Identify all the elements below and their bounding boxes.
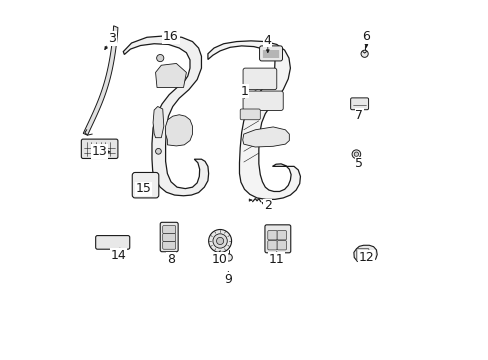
FancyBboxPatch shape (163, 233, 175, 241)
Circle shape (353, 152, 358, 156)
FancyBboxPatch shape (163, 226, 175, 233)
Polygon shape (155, 63, 186, 87)
FancyBboxPatch shape (356, 248, 368, 261)
Text: 9: 9 (224, 273, 232, 286)
FancyBboxPatch shape (132, 172, 159, 198)
Text: 11: 11 (268, 253, 284, 266)
Text: 13: 13 (91, 145, 107, 158)
FancyBboxPatch shape (350, 98, 368, 110)
Circle shape (212, 234, 227, 248)
Circle shape (155, 148, 161, 154)
FancyBboxPatch shape (163, 241, 175, 249)
FancyBboxPatch shape (267, 240, 277, 250)
FancyBboxPatch shape (277, 240, 286, 250)
Text: 3: 3 (108, 32, 116, 45)
Circle shape (360, 50, 367, 57)
Circle shape (208, 229, 231, 252)
Text: 16: 16 (163, 30, 179, 43)
Text: 8: 8 (166, 253, 175, 266)
FancyBboxPatch shape (160, 222, 178, 252)
Text: 4: 4 (264, 33, 271, 47)
Text: 10: 10 (211, 253, 227, 266)
FancyBboxPatch shape (96, 235, 129, 249)
Polygon shape (207, 41, 300, 199)
FancyBboxPatch shape (264, 225, 290, 253)
FancyBboxPatch shape (267, 230, 277, 240)
Text: 15: 15 (135, 183, 151, 195)
Polygon shape (153, 107, 163, 138)
Text: 14: 14 (110, 249, 126, 262)
Text: 5: 5 (354, 157, 363, 170)
FancyBboxPatch shape (277, 230, 286, 240)
Polygon shape (165, 115, 192, 146)
FancyBboxPatch shape (240, 109, 260, 120)
FancyBboxPatch shape (243, 91, 283, 111)
FancyBboxPatch shape (81, 139, 118, 158)
FancyBboxPatch shape (243, 68, 276, 90)
Circle shape (216, 237, 223, 244)
Text: 7: 7 (354, 109, 363, 122)
Polygon shape (83, 26, 118, 135)
Circle shape (224, 254, 232, 261)
Text: 2: 2 (264, 199, 271, 212)
Text: 1: 1 (240, 85, 248, 98)
FancyBboxPatch shape (259, 46, 282, 61)
Text: 12: 12 (358, 251, 373, 264)
Circle shape (156, 54, 163, 62)
Text: 6: 6 (362, 30, 369, 43)
Polygon shape (353, 245, 376, 263)
Circle shape (351, 150, 360, 158)
Polygon shape (242, 127, 289, 147)
Polygon shape (123, 36, 208, 196)
